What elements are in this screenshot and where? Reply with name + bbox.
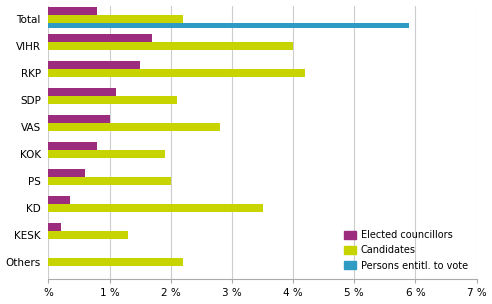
Bar (48, 223, 61, 230)
Bar (48, 23, 409, 28)
Bar (48, 69, 306, 77)
Bar (48, 7, 97, 15)
Bar (48, 42, 293, 50)
Legend: Elected councillors, Candidates, Persons entitl. to vote: Elected councillors, Candidates, Persons… (340, 226, 472, 275)
Bar (48, 88, 116, 96)
Bar (48, 169, 85, 177)
Bar (48, 15, 183, 23)
Bar (48, 258, 183, 266)
Bar (48, 196, 70, 204)
Bar (48, 204, 263, 212)
Bar (48, 61, 140, 69)
Bar (48, 115, 110, 123)
Bar (48, 150, 165, 158)
Bar (48, 177, 171, 185)
Bar (48, 34, 153, 42)
Bar (48, 96, 177, 104)
Bar (48, 142, 97, 150)
Bar (48, 123, 220, 131)
Bar (48, 231, 128, 239)
